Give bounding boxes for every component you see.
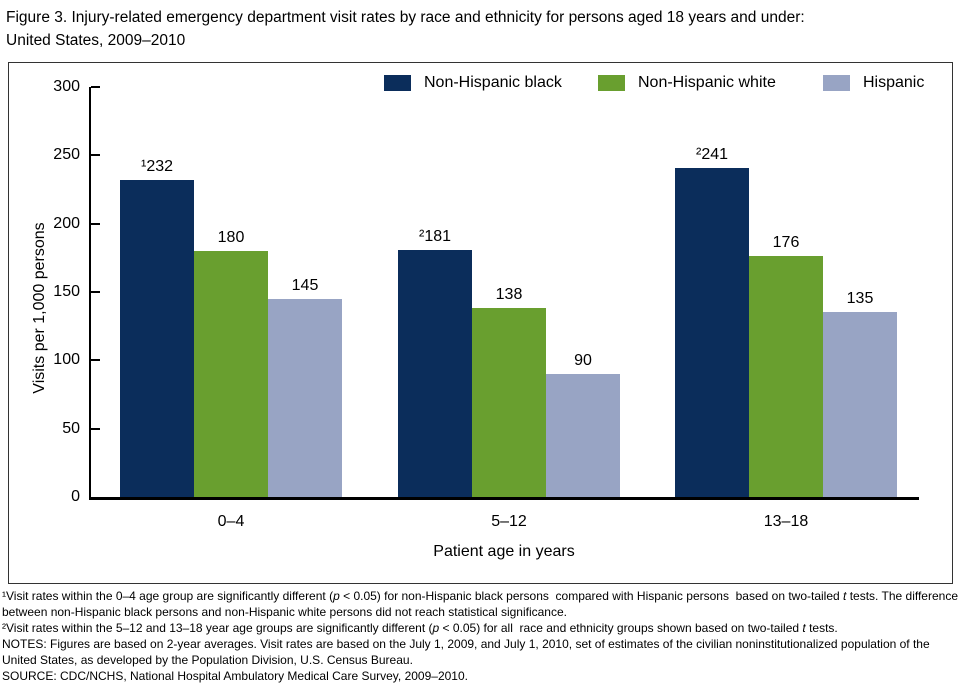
y-tick-label: 100 [53,351,80,369]
bar-value-label: ²181 [418,228,452,245]
y-tick-label: 150 [53,283,80,300]
figure-title-line1: Figure 3. Injury-related emergency depar… [6,9,805,26]
x-axis-title: Patient age in years [433,543,575,560]
x-category-label: 13–18 [763,513,809,530]
bar-value-label: 176 [772,234,800,251]
x-category-label: 5–12 [491,513,527,530]
y-tick-mark [91,427,100,430]
bar-value-label: 180 [217,229,245,246]
x-category-label: 0–4 [217,513,245,530]
y-tick-mark [91,86,100,88]
y-tick-mark [91,291,100,293]
legend-swatch-non-hispanic-white [598,75,625,91]
y-tick-mark [91,359,100,362]
legend-item-non-hispanic-black: Non-Hispanic black [384,74,562,92]
footnote-line: NOTES: Figures are based on 2-year avera… [2,637,933,667]
legend-item-hispanic: Hispanic [823,74,924,92]
footnote-line: ¹Visit rates within the 0–4 age group ar… [2,589,958,619]
bar-value-label: 138 [495,286,523,303]
figure-title-line2: United States, 2009–2010 [6,32,186,49]
legend-item-non-hispanic-white: Non-Hispanic white [598,74,776,92]
footnotes: ¹Visit rates within the 0–4 age group ar… [2,588,958,684]
footnote-line: ²Visit rates within the 5–12 and 13–18 y… [2,621,838,635]
bar-value-label: ²241 [695,146,729,163]
bar-non-hispanic-white [472,308,546,497]
bar-non-hispanic-white [194,251,268,497]
y-tick-label: 50 [62,419,80,437]
bar-non-hispanic-black [675,168,749,497]
bar-non-hispanic-black [398,250,472,497]
bar-value-label: 145 [291,277,319,294]
y-axis-title: Visits per 1,000 persons [31,222,48,394]
bar-value-label: 135 [846,290,874,307]
bar-hispanic [823,312,897,497]
x-axis-line [89,497,919,500]
bar-hispanic [546,374,620,497]
figure-title: Figure 3. Injury-related emergency depar… [6,6,805,52]
y-tick-label: 200 [53,214,80,232]
y-axis-line [89,87,91,497]
chart-container: Non-Hispanic black Non-Hispanic white Hi… [8,62,953,584]
legend-label-non-hispanic-black: Non-Hispanic black [424,74,562,91]
legend-label-hispanic: Hispanic [863,74,925,91]
bar-hispanic [268,299,342,497]
legend-label-non-hispanic-white: Non-Hispanic white [638,74,776,91]
bar-value-label: ¹232 [140,158,174,175]
y-tick-mark [91,222,100,225]
bar-non-hispanic-white [749,256,823,497]
y-tick-mark [91,154,100,157]
bar-non-hispanic-black [120,180,194,497]
y-tick-label: 300 [53,78,80,95]
plot-area: 0 50 100 150 200 250 300 ¹232 ²181 ²241 180 138 176 1… [9,63,952,583]
legend-swatch-non-hispanic-black [384,75,411,91]
footnote-line: SOURCE: CDC/NCHS, National Hospital Ambu… [2,669,468,683]
legend-swatch-hispanic [823,75,850,91]
y-tick-label: 250 [53,146,80,164]
bar-value-label: 90 [574,352,592,369]
y-tick-label: 0 [71,488,80,505]
